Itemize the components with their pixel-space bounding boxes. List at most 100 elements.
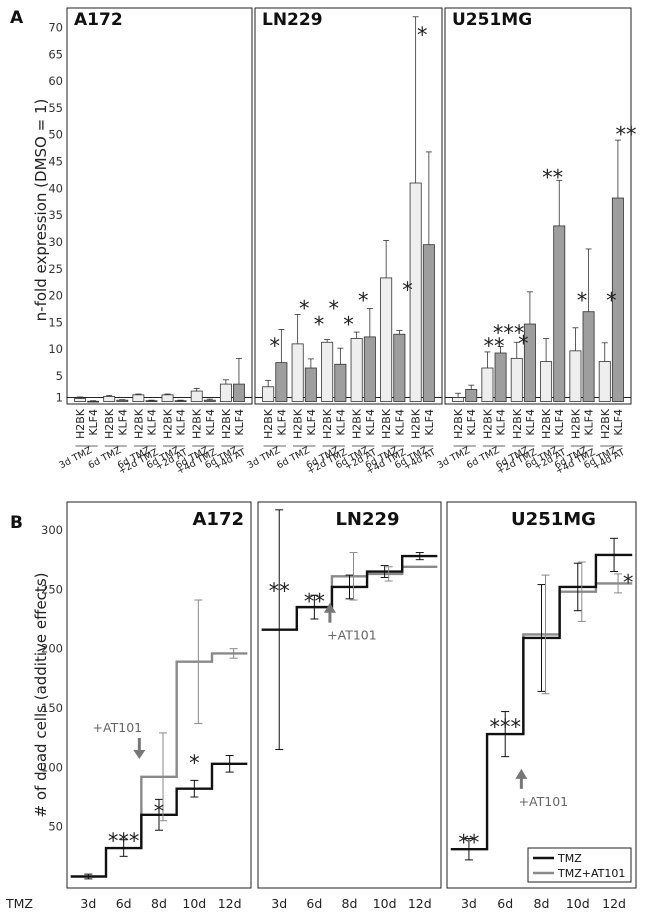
series-label-klf4: KLF4 <box>116 409 129 436</box>
bar-h2bk <box>380 277 393 402</box>
series-label-h2bk: H2BK <box>103 408 116 439</box>
cell-line-title: U251MG <box>452 10 532 30</box>
cell-line-title: A172 <box>74 10 123 30</box>
series-label-klf4: KLF4 <box>583 409 596 436</box>
y-tick-label: 15 <box>48 315 63 329</box>
x-tick-label: 10d <box>182 896 206 911</box>
x-tick-label: 10d <box>566 896 590 911</box>
series-label-h2bk: H2BK <box>452 408 465 439</box>
y-tick-label: 40 <box>48 181 63 195</box>
panel-label-b: B <box>10 513 23 533</box>
y-tick-label: 70 <box>48 21 63 35</box>
y-tick-label: 60 <box>48 74 63 88</box>
significance-marker: * <box>299 297 310 321</box>
series-label-klf4: KLF4 <box>204 409 217 436</box>
series-label-klf4: KLF4 <box>175 409 188 436</box>
y-tick-label: 55 <box>48 101 63 115</box>
bar-klf4 <box>334 363 347 402</box>
y-axis-title: n-fold expression (DMSO = 1) <box>32 99 50 322</box>
bar-h2bk <box>350 338 363 402</box>
significance-marker: * <box>329 297 340 321</box>
bar-h2bk <box>291 343 304 402</box>
x-tick-label: 12d <box>218 896 242 911</box>
series-label-klf4: KLF4 <box>364 409 377 436</box>
arrow-label: +AT101 <box>93 720 143 735</box>
x-tick-label: 6d <box>497 896 513 911</box>
significance-marker: ** <box>484 334 505 358</box>
cell-line-title: A172 <box>192 509 244 530</box>
x-tick-label: 12d <box>408 896 432 911</box>
bar-klf4 <box>363 336 376 402</box>
series-label-h2bk: H2BK <box>321 408 334 439</box>
significance-marker: ** <box>458 830 479 854</box>
bar-h2bk <box>540 361 553 402</box>
bar-klf4 <box>174 400 187 402</box>
significance-marker: * <box>577 289 588 313</box>
y-tick-label: 5 <box>56 369 63 383</box>
series-label-h2bk: H2BK <box>132 408 145 439</box>
bar-h2bk <box>190 390 203 402</box>
bar-h2bk <box>569 350 582 402</box>
arrow-head <box>133 749 146 759</box>
y-tick-label: 25 <box>48 262 63 276</box>
panel-frame <box>66 501 252 889</box>
series-label-h2bk: H2BK <box>292 408 305 439</box>
bar-klf4 <box>304 367 317 402</box>
bar-klf4 <box>465 389 478 402</box>
x-tick-label: 12d <box>602 896 626 911</box>
series-label-h2bk: H2BK <box>162 408 175 439</box>
bar-h2bk <box>103 396 116 402</box>
bar-klf4 <box>203 399 216 402</box>
series-label-klf4: KLF4 <box>145 409 158 436</box>
bar-klf4 <box>582 311 595 402</box>
x-tick-label: 10d <box>373 896 397 911</box>
y-tick-label: 65 <box>48 47 63 61</box>
series-label-klf4: KLF4 <box>393 409 406 436</box>
series-label-klf4: KLF4 <box>87 409 100 436</box>
significance-marker: ** <box>269 579 290 603</box>
y-tick-label: 20 <box>48 289 63 303</box>
significance-marker: * <box>343 313 354 337</box>
series-label-klf4: KLF4 <box>612 409 625 436</box>
series-label-klf4: KLF4 <box>465 409 478 436</box>
y-tick-label: 150 <box>41 701 63 715</box>
significance-marker: * <box>358 289 369 313</box>
bar-h2bk <box>510 357 523 402</box>
series-label-klf4: KLF4 <box>524 409 537 436</box>
panel-frame <box>446 501 637 889</box>
series-label-h2bk: H2BK <box>191 408 204 439</box>
panel-frame <box>254 7 443 405</box>
bar-h2bk <box>598 361 611 402</box>
significance-marker: *** <box>493 321 525 345</box>
y-tick-label: 45 <box>48 155 63 169</box>
arrow-label: +AT101 <box>327 628 377 643</box>
x-tick-label: 6d <box>306 896 322 911</box>
significance-marker: * <box>154 799 165 823</box>
bar-h2bk <box>262 386 275 402</box>
x-tick-label: 3d <box>80 896 96 911</box>
bar-h2bk <box>452 397 465 402</box>
panel-frame <box>444 7 632 405</box>
x-tick-label: 8d <box>534 896 550 911</box>
significance-marker: * <box>606 289 617 313</box>
series-label-h2bk: H2BK <box>351 408 364 439</box>
series-label-h2bk: H2BK <box>481 408 494 439</box>
y-tick-label: 250 <box>41 582 63 596</box>
significance-marker: * <box>189 751 200 775</box>
significance-marker: ** <box>616 122 637 146</box>
y-tick-label: 200 <box>41 642 63 656</box>
series-label-h2bk: H2BK <box>599 408 612 439</box>
bar-klf4 <box>553 225 566 402</box>
series-label-h2bk: H2BK <box>262 408 275 439</box>
legend-box <box>527 847 632 883</box>
y-tick-label: 50 <box>48 128 63 142</box>
arrow-head <box>323 602 336 613</box>
significance-marker: *** <box>108 829 140 853</box>
series-label-klf4: KLF4 <box>334 409 347 436</box>
series-label-klf4: KLF4 <box>275 409 288 436</box>
y-tick-label: 30 <box>48 235 63 249</box>
series-label-h2bk: H2BK <box>569 408 582 439</box>
series-label-h2bk: H2BK <box>511 408 524 439</box>
significance-marker: * <box>518 332 529 356</box>
y-tick-label: 300 <box>41 523 63 537</box>
